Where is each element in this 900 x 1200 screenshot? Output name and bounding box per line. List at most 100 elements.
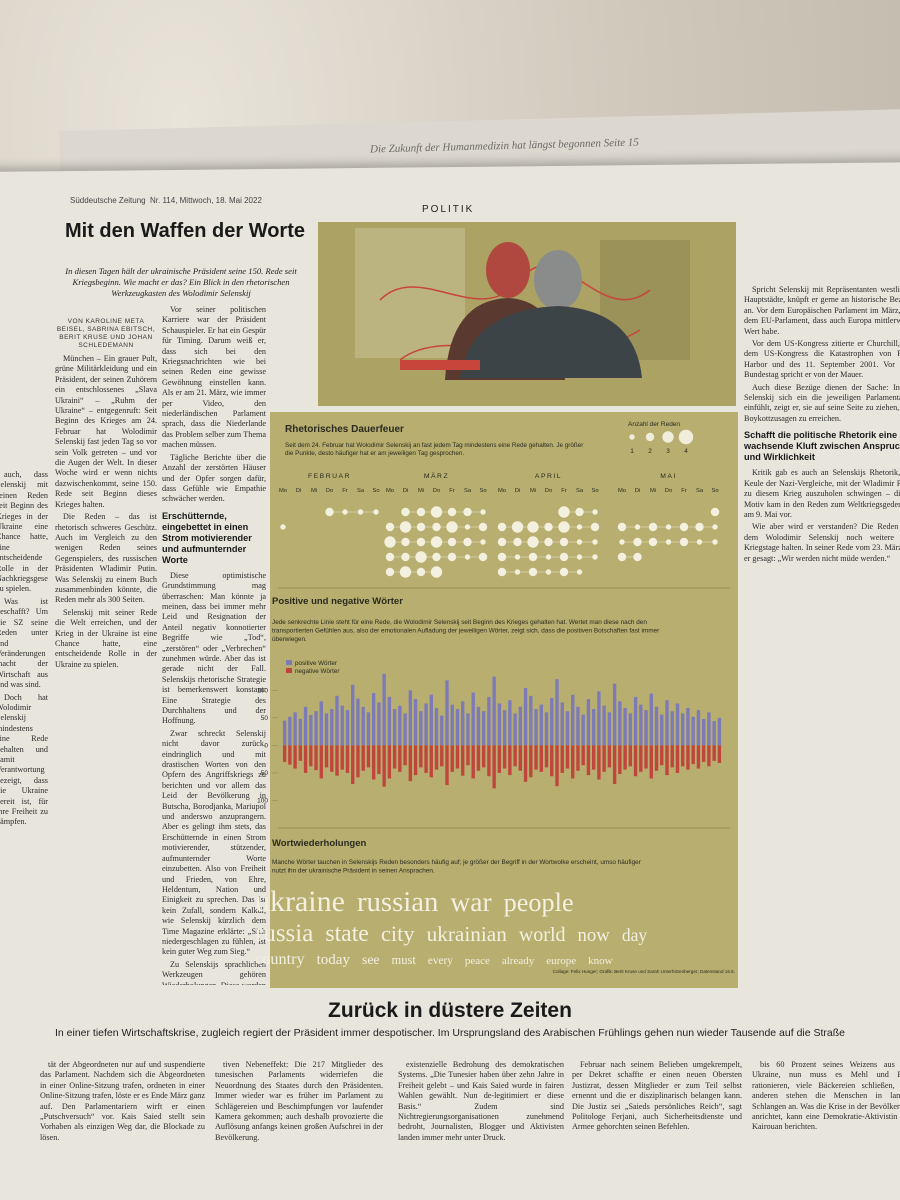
bar xyxy=(518,745,523,771)
bar xyxy=(675,703,680,746)
paragraph: Diese optimistische Grundstimmung mag üb… xyxy=(162,570,266,726)
bar xyxy=(654,745,659,771)
paragraph: Spricht Selenskij mit Repräsentanten wes… xyxy=(744,285,900,336)
bar xyxy=(618,701,622,746)
speech-dot xyxy=(576,569,583,575)
speech-dot xyxy=(679,522,689,532)
legend-label: negative Wörter xyxy=(295,668,339,675)
cloud-word: every xyxy=(427,954,453,967)
speech-dot xyxy=(558,506,570,518)
byline: VON KAROLINE META BEISEL, SABRINA EBITSC… xyxy=(56,318,156,349)
bar xyxy=(654,706,659,746)
bar xyxy=(576,706,580,746)
bar xyxy=(440,745,444,767)
bar xyxy=(623,745,627,770)
bar xyxy=(665,700,669,746)
speech-dot xyxy=(648,537,658,547)
speech-dot xyxy=(545,569,552,575)
speech-dot xyxy=(399,521,412,533)
cloud-word: people xyxy=(503,888,574,917)
bar xyxy=(424,703,428,746)
bar xyxy=(644,710,648,746)
speech-dot xyxy=(478,552,488,562)
bar xyxy=(471,692,475,746)
bar xyxy=(701,745,706,762)
paragraph: Zu Selenskijs sprachlichen Werkzeugen ge… xyxy=(162,959,266,985)
bar xyxy=(434,707,439,746)
speech-dot xyxy=(447,552,457,562)
bar xyxy=(288,716,292,746)
speech-dot xyxy=(514,569,521,575)
legend-dot xyxy=(629,434,635,440)
speech-dot xyxy=(559,552,569,562)
bar xyxy=(513,713,517,746)
y-tick-label: 100 xyxy=(257,797,268,804)
bar xyxy=(544,712,549,746)
bar xyxy=(539,704,543,746)
bar xyxy=(466,713,470,746)
weekday-label: So xyxy=(711,488,718,494)
weekday-label: Mi xyxy=(530,488,536,494)
speech-dot xyxy=(576,539,583,545)
speech-dot xyxy=(665,539,672,545)
speech-dot xyxy=(416,522,426,532)
speech-dot xyxy=(401,537,410,547)
bar xyxy=(628,713,633,746)
bar xyxy=(429,745,433,778)
bar xyxy=(612,745,617,784)
speech-dot xyxy=(447,537,457,547)
bar xyxy=(565,745,570,769)
weekday-label: Mo xyxy=(498,488,506,494)
bar xyxy=(707,712,711,746)
legend-swatch xyxy=(286,660,292,665)
bar xyxy=(366,745,371,768)
speech-dot xyxy=(325,507,334,517)
paragraph: Februar nach seinem Belieben umgekrempel… xyxy=(572,1060,742,1132)
column: tät der Abgeordneten nur auf und suspend… xyxy=(40,1060,205,1200)
speech-dot xyxy=(544,522,553,532)
bar xyxy=(639,745,643,772)
section-subtitle: Seit dem 24. Februar hat Wolodimir Selen… xyxy=(285,442,583,457)
bar xyxy=(597,745,601,780)
bar xyxy=(314,711,318,746)
paragraph: Tägliche Berichte über die Anzahl der ze… xyxy=(162,452,266,504)
speech-dot xyxy=(665,524,672,530)
bar xyxy=(413,745,418,776)
cloud-word: russian xyxy=(356,886,439,918)
column: Februar nach seinem Belieben umgekrempel… xyxy=(572,1060,742,1200)
bar xyxy=(586,745,591,776)
bar xyxy=(508,700,512,746)
paragraph: München – Ein grauer Pult, grüne Militär… xyxy=(55,354,157,509)
bar xyxy=(445,680,449,746)
bar xyxy=(681,745,685,767)
legend-label: 2 xyxy=(648,448,652,455)
bar xyxy=(602,705,606,746)
weekday-label: Sa xyxy=(696,488,704,494)
bar xyxy=(633,745,638,777)
bar xyxy=(282,720,287,746)
cloud-word: now xyxy=(577,925,610,946)
speech-dot xyxy=(497,552,507,562)
speech-dot xyxy=(416,567,426,577)
weekday-label: Di xyxy=(635,488,640,494)
cloud-word: state xyxy=(325,921,369,947)
section-subtitle: Manche Wörter tauchen in Selenskijs Rede… xyxy=(272,859,642,875)
speech-dot xyxy=(544,537,553,547)
speech-dot xyxy=(401,552,410,562)
speech-dot xyxy=(430,536,443,548)
cloud-word: europe xyxy=(546,954,577,967)
bar xyxy=(424,745,428,773)
cloud-word: peace xyxy=(464,954,490,967)
weekday-label: Di xyxy=(403,488,408,494)
bar xyxy=(345,745,350,773)
bar xyxy=(497,703,502,746)
bar xyxy=(523,745,528,782)
bar xyxy=(398,705,402,746)
cloud-word: war xyxy=(450,886,492,917)
weekday-label: So xyxy=(372,488,379,494)
cloud-word: today xyxy=(316,951,350,968)
bar xyxy=(288,745,292,765)
y-tick-label: 50 xyxy=(261,770,269,777)
bar xyxy=(550,745,554,777)
bar xyxy=(712,721,716,746)
